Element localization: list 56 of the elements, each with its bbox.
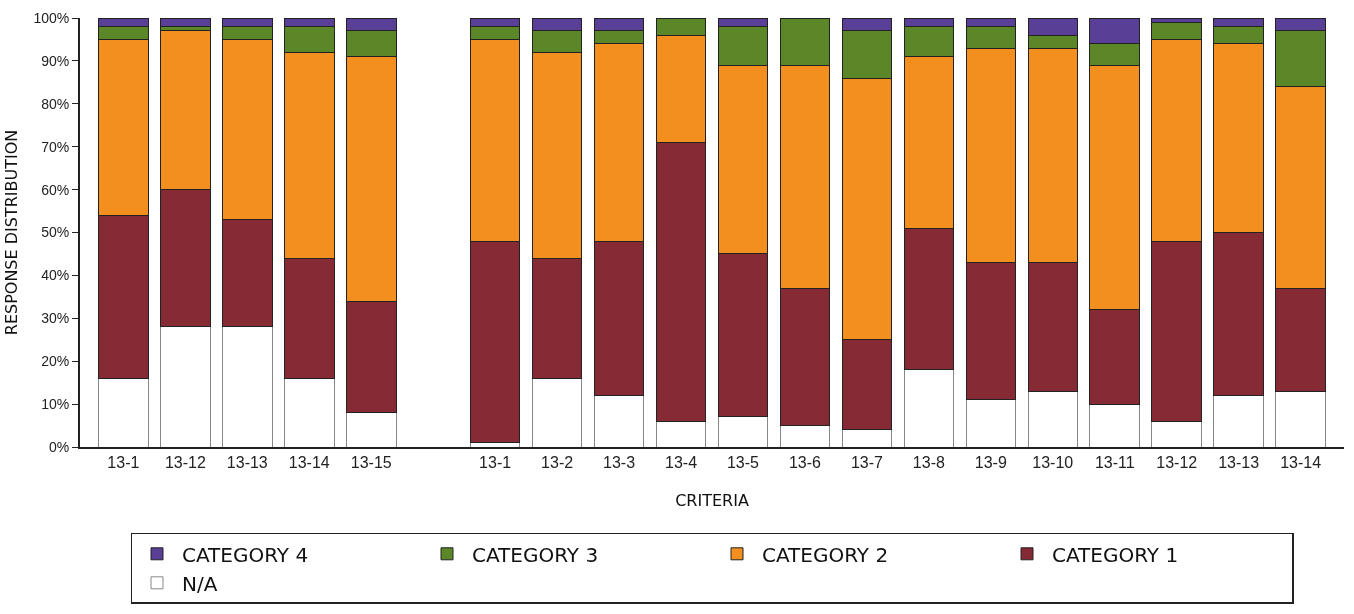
y-tick-label: 20% (41, 353, 70, 370)
bar (283, 377, 335, 447)
x-tick-label: 13-9 (974, 454, 1007, 472)
x-tick-label: 13-14 (288, 454, 330, 472)
bar (1027, 390, 1079, 447)
y-axis-title: RESPONSE DISTRIBUTION (1, 129, 21, 336)
x-tick-label: 13-13 (226, 454, 268, 472)
bar (779, 425, 831, 447)
x-tick-label: 13-2 (541, 454, 574, 472)
y-tick-label: 30% (41, 310, 70, 327)
y-tick-label: 0% (48, 438, 70, 455)
bar (841, 429, 893, 447)
y-tick-label: 10% (41, 396, 70, 412)
x-tick-label: 13-7 (850, 454, 884, 472)
bar (655, 420, 707, 447)
x-tick-label: 13-8 (912, 454, 945, 472)
bar (345, 412, 397, 447)
bar (1089, 403, 1141, 447)
x-tick-label: 13-11 (1094, 454, 1135, 472)
y-tick-label: 80% (41, 95, 70, 112)
legend-label: CATEGORY 4 (182, 542, 309, 567)
legend-label: CATEGORY 1 (1052, 542, 1179, 567)
bar (1151, 420, 1202, 447)
x-tick-label: 13-3 (603, 454, 636, 472)
bar (1213, 395, 1264, 447)
bar (1275, 390, 1326, 447)
y-tick-label: 90% (41, 52, 70, 69)
y-tick-label: 60% (41, 181, 70, 198)
x-tick-label: 13-12 (1156, 454, 1198, 472)
legend-label: CATEGORY 3 (472, 542, 599, 567)
x-tick-label: 13-15 (350, 454, 392, 472)
x-tick-label: 13-13 (1218, 454, 1260, 472)
bar (160, 18, 211, 28)
x-tick-label: 13-10 (1032, 454, 1074, 472)
x-tick-label: 13-14 (1280, 454, 1322, 472)
bar (717, 416, 769, 447)
x-tick-label: 13-6 (788, 454, 822, 472)
bar (222, 326, 273, 447)
bar (903, 369, 955, 447)
y-tick-label: 50% (41, 224, 70, 241)
x-axis-title: CRITERIA (675, 491, 749, 511)
x-tick-label: 13-1 (479, 454, 512, 472)
legend-label: CATEGORY 2 (762, 542, 889, 567)
bar (531, 377, 583, 447)
y-tick-label: 100% (33, 9, 70, 26)
x-tick-label: 13-4 (665, 454, 698, 472)
y-tick-label: 70% (41, 138, 70, 155)
legend-label: N/A (182, 571, 218, 596)
x-tick-label: 13-1 (107, 454, 140, 472)
bar (98, 377, 149, 447)
x-tick-label: 13-5 (726, 454, 760, 472)
bar (160, 326, 211, 447)
y-tick-label: 40% (41, 267, 70, 284)
x-tick-label: 13-12 (164, 454, 206, 472)
bar (965, 399, 1017, 447)
bar (593, 395, 645, 447)
